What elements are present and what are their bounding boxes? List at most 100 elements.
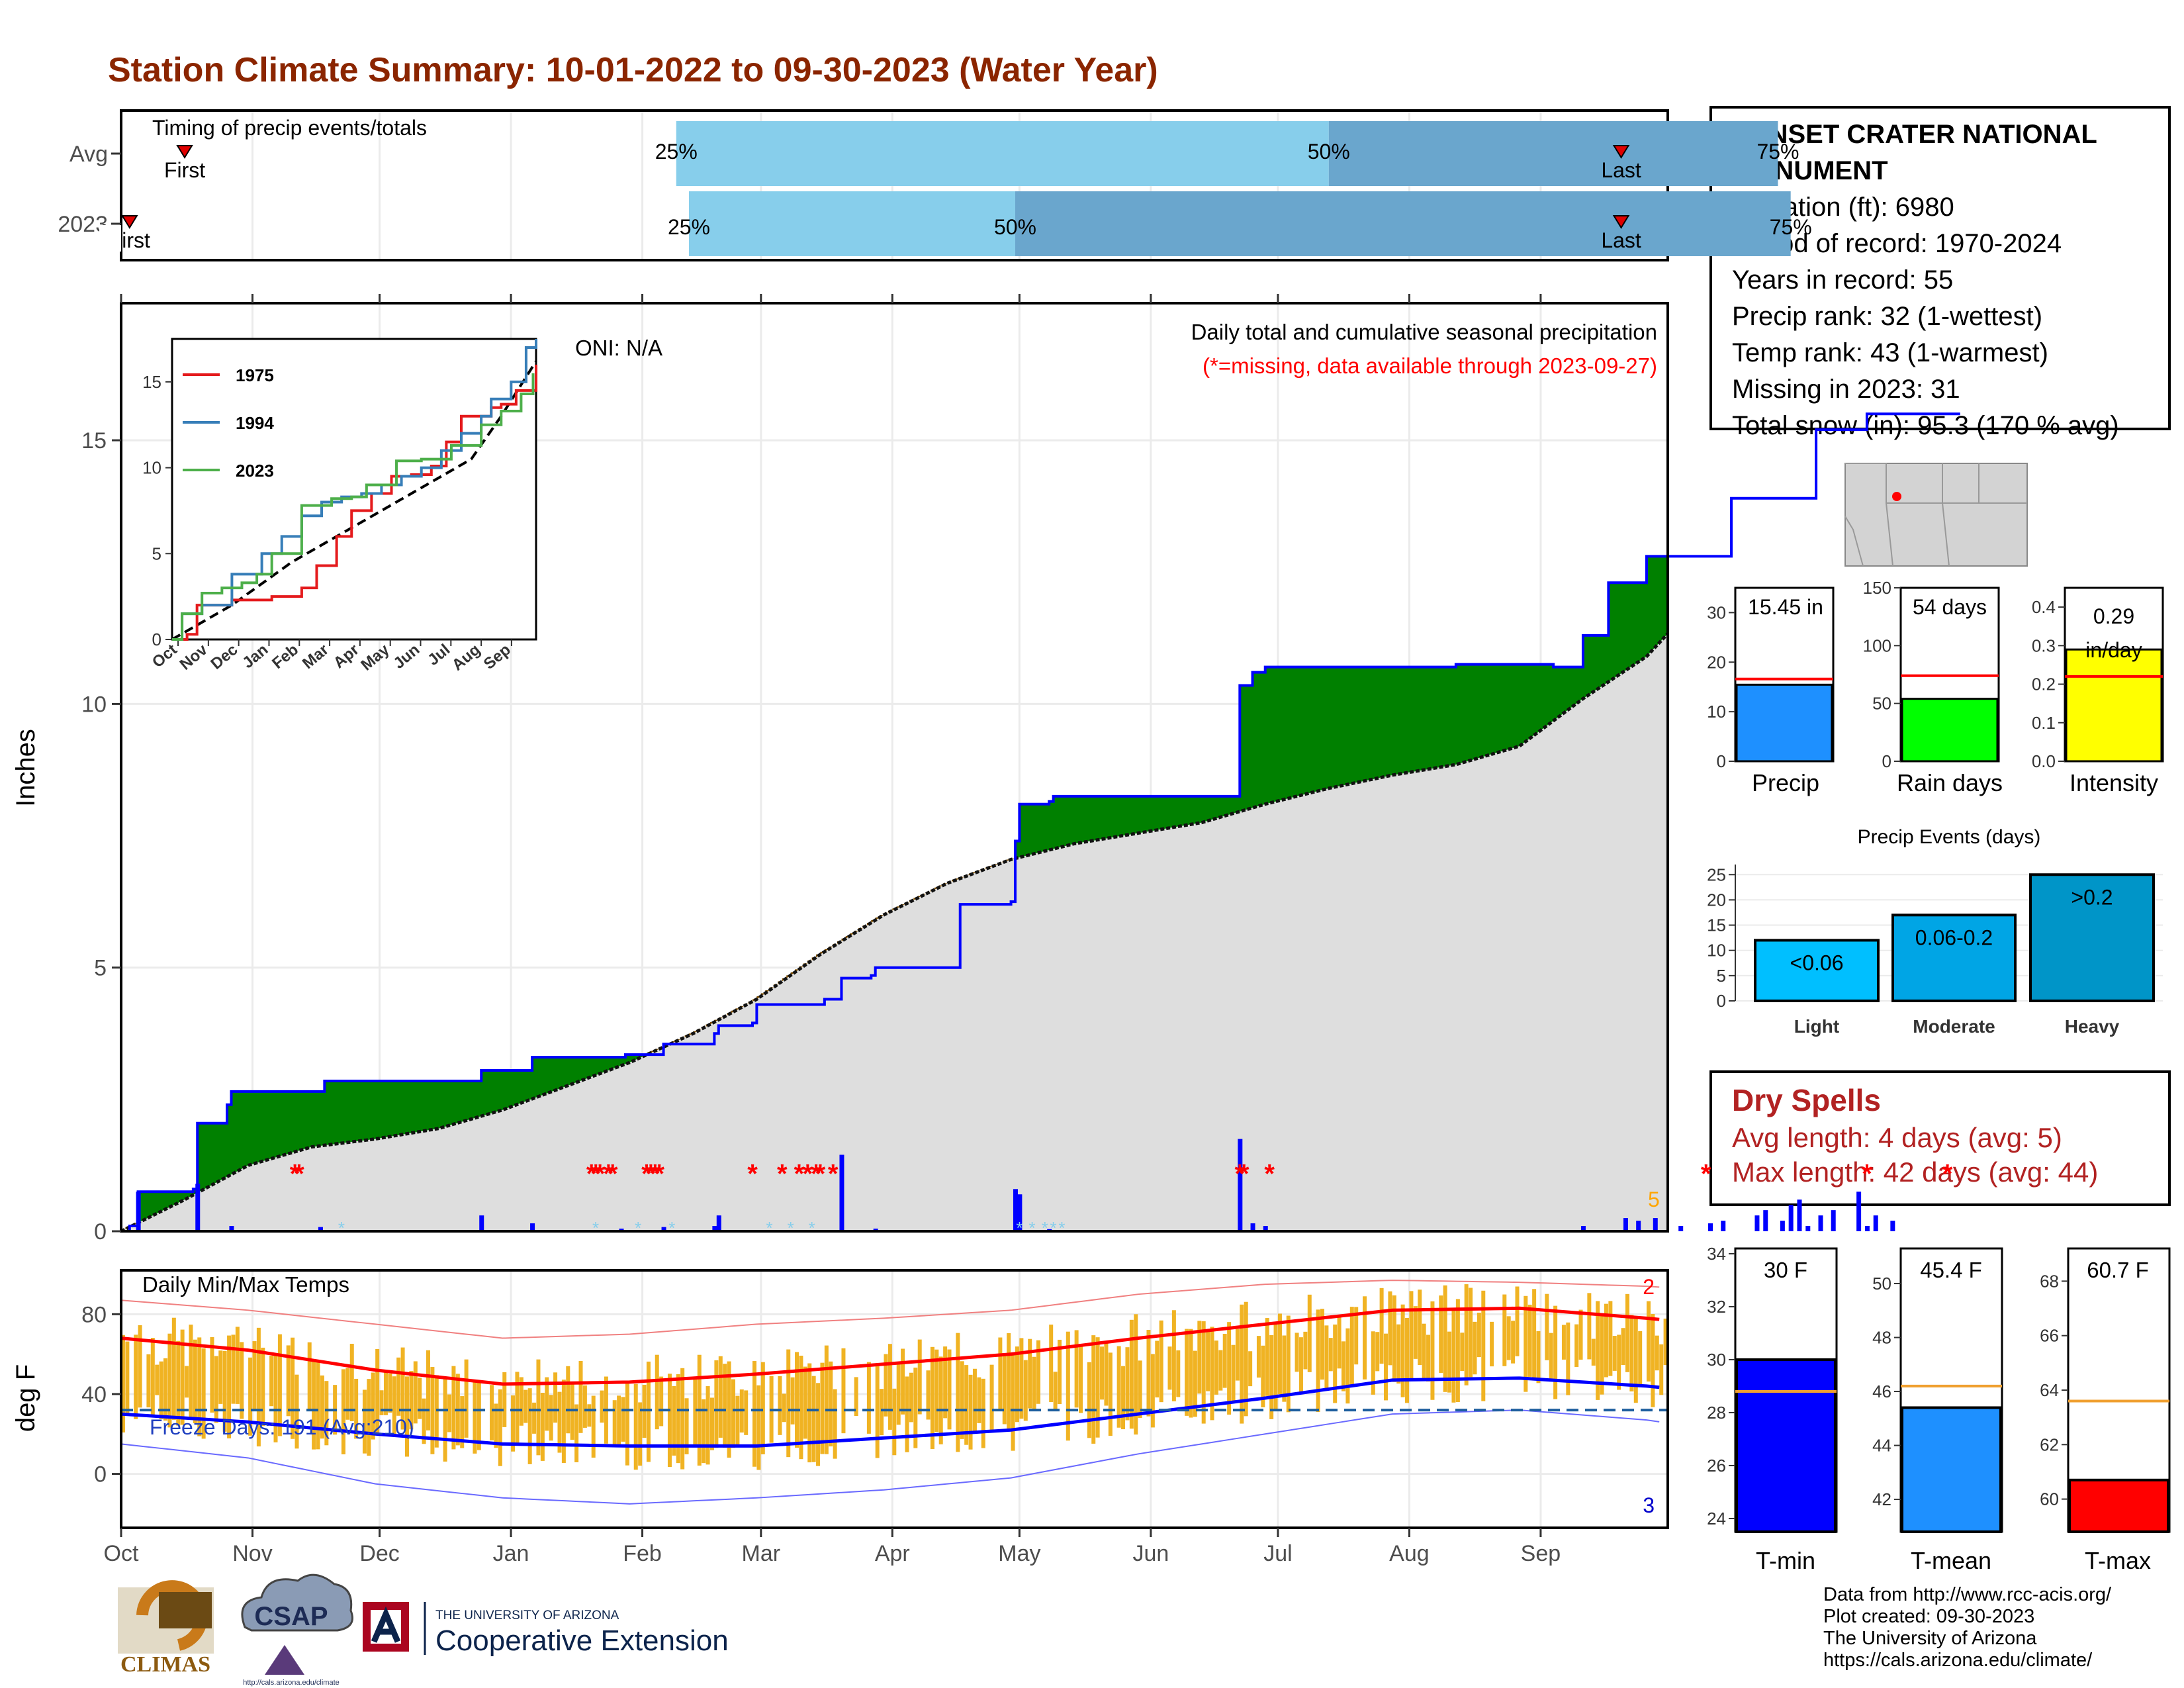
snow-day-marker: * — [338, 1218, 345, 1238]
daily-temp-bar — [1617, 1335, 1621, 1390]
inset-border — [171, 338, 537, 641]
departure-fill-slice — [612, 1057, 617, 1069]
daily-temp-bar — [672, 1385, 676, 1456]
daily-temp-bar — [1422, 1323, 1426, 1380]
departure-fill-slice — [1210, 796, 1215, 820]
y-tick-label: 100 — [1863, 635, 1891, 655]
departure-fill-slice — [1651, 556, 1656, 652]
record-min-line — [120, 1409, 1660, 1505]
daily-temp-bar — [371, 1372, 375, 1440]
departure-fill-slice — [1617, 583, 1622, 677]
daily-temp-bar — [934, 1349, 939, 1432]
departure-fill-slice — [354, 1080, 359, 1142]
daily-temp-bar — [1053, 1372, 1058, 1411]
daily-temp-bar — [578, 1360, 583, 1433]
x-tick-label: Apr — [875, 1541, 910, 1566]
departure-fill-slice — [1646, 556, 1652, 657]
precip-category-label: Precip — [1752, 769, 1819, 796]
daily-precip-bar — [1856, 1192, 1862, 1231]
missing-day-marker: * — [1264, 1160, 1275, 1189]
departure-fill-slice — [540, 1057, 546, 1096]
y-tick-label: 5 — [94, 956, 107, 981]
departure-fill-slice — [1604, 635, 1610, 685]
daily-temp-bar — [473, 1382, 477, 1454]
daily-precip-bar — [1831, 1210, 1836, 1231]
departure-fill-slice — [1422, 667, 1427, 771]
daily-temp-bar — [816, 1383, 821, 1466]
departure-fill-slice — [341, 1080, 347, 1143]
daily-temp-bar — [943, 1346, 948, 1419]
daily-temp-bar — [1015, 1346, 1019, 1423]
daily-temp-bar — [502, 1372, 507, 1427]
daily-temp-bar — [926, 1370, 931, 1420]
daily-temp-bar — [909, 1372, 913, 1423]
departure-fill-slice — [1324, 667, 1330, 790]
snow-day-marker: * — [668, 1218, 675, 1238]
inset-y-label: 15 — [142, 372, 161, 392]
daily-precip-bar — [1890, 1221, 1895, 1231]
daily-temp-bar — [1392, 1295, 1396, 1382]
departure-fill-slice — [244, 1091, 249, 1168]
daily-precip-bar — [229, 1226, 234, 1231]
snow-day-marker: * — [1016, 1218, 1023, 1238]
temperature-panel: 0 40 80 Daily Min/Max Temps Freeze Days: 191… — [11, 1269, 1669, 1566]
daily-temp-bar — [1214, 1340, 1218, 1395]
daily-temp-bar — [1019, 1338, 1024, 1419]
x-tick-label: Jul — [1263, 1541, 1292, 1566]
departure-fill-slice — [1396, 667, 1402, 774]
departure-fill-slice — [1490, 664, 1495, 755]
departure-fill-slice — [1100, 796, 1105, 840]
departure-fill-slice — [1333, 667, 1338, 788]
departure-fill-slice — [1638, 583, 1643, 663]
daily-temp-bar — [1341, 1341, 1345, 1391]
event-bar-label: <0.06 — [1790, 951, 1844, 974]
missing-day-marker: * — [794, 1160, 805, 1189]
daily-temp-bar — [155, 1364, 159, 1395]
ua-big-text: Cooperative Extension — [435, 1624, 729, 1657]
daily-temp-bar — [1282, 1335, 1287, 1402]
missing-day-marker: * — [650, 1160, 660, 1189]
daily-temp-bar — [829, 1361, 833, 1447]
departure-fill-slice — [349, 1080, 355, 1143]
departure-fill-slice — [1240, 685, 1245, 812]
daily-temp-bar — [1218, 1350, 1223, 1391]
daily-temp-bar — [498, 1389, 502, 1466]
departure-fill-slice — [1142, 796, 1148, 833]
daily-temp-bar — [1125, 1347, 1130, 1421]
departure-fill-slice — [150, 1192, 156, 1217]
daily-temp-bar — [1049, 1325, 1054, 1402]
departure-fill-slice — [1282, 667, 1287, 800]
daily-temp-bar — [680, 1368, 685, 1470]
departure-fill-slice — [1066, 796, 1071, 846]
inset-series-line — [172, 339, 537, 641]
daily-temp-bar — [1295, 1333, 1299, 1372]
departure-fill-slice — [1049, 801, 1054, 851]
departure-fill-slice — [617, 1057, 622, 1068]
departure-fill-slice — [240, 1091, 245, 1170]
daily-temp-bar — [782, 1393, 786, 1423]
departure-fill-slice — [1032, 804, 1037, 855]
daily-temp-bar — [418, 1378, 422, 1419]
daily-temp-bar — [735, 1395, 740, 1446]
missing-day-marker: * — [1862, 1160, 1872, 1189]
departure-fill-slice — [1349, 667, 1355, 784]
daily-temp-bar — [176, 1340, 181, 1426]
departure-fill-slice — [443, 1080, 448, 1127]
departure-fill-slice — [1298, 667, 1304, 796]
legend-label: 1975 — [236, 365, 274, 385]
daily-temp-bar — [1536, 1331, 1541, 1383]
daily-precip-bar — [1754, 1215, 1760, 1231]
daily-temp-bar — [917, 1339, 922, 1415]
departure-fill-slice — [1134, 796, 1139, 834]
daily-temp-bar — [807, 1363, 812, 1463]
departure-fill-slice — [439, 1080, 444, 1129]
station-temp-rank: Temp rank: 43 (1-warmest) — [1732, 338, 2048, 367]
daily-temp-bar — [1481, 1290, 1486, 1401]
climas-logo: CLIMAS — [118, 1580, 214, 1677]
daily-temp-bar — [197, 1337, 202, 1436]
daily-precip-bar — [839, 1154, 844, 1231]
daily-temp-bar — [1091, 1335, 1096, 1444]
daily-temp-bar — [1197, 1321, 1202, 1394]
departure-fill-slice — [1629, 583, 1635, 668]
event-bar — [1891, 914, 2017, 1002]
